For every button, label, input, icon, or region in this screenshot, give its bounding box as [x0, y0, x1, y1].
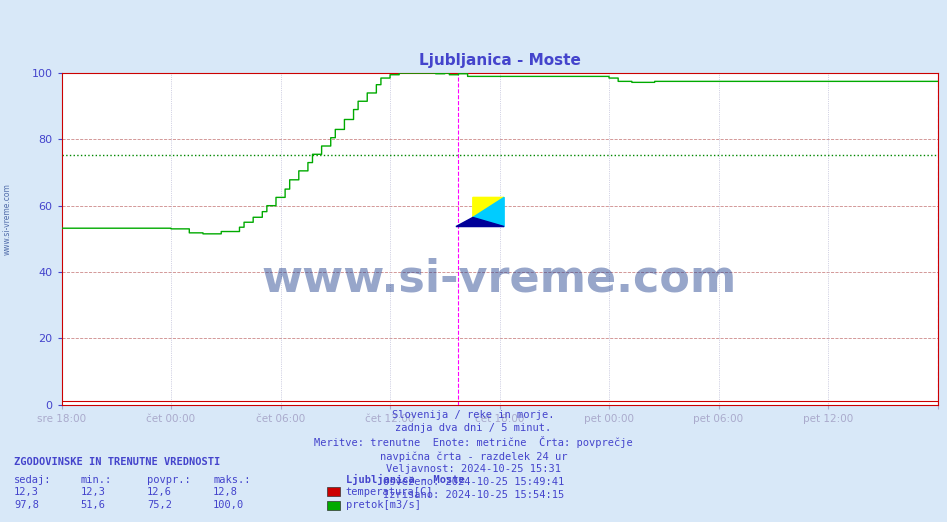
Text: pretok[m3/s]: pretok[m3/s]	[346, 501, 420, 511]
Title: Ljubljanica - Moste: Ljubljanica - Moste	[419, 53, 581, 68]
Text: povpr.:: povpr.:	[147, 475, 190, 485]
Text: 97,8: 97,8	[14, 501, 39, 511]
Polygon shape	[473, 197, 504, 218]
Polygon shape	[456, 218, 504, 227]
Text: Ljubljanica - Moste: Ljubljanica - Moste	[346, 474, 464, 485]
Text: 12,8: 12,8	[213, 487, 238, 497]
Text: maks.:: maks.:	[213, 475, 251, 485]
Text: Slovenija / reke in morje.
zadnja dva dni / 5 minut.
Meritve: trenutne  Enote: m: Slovenija / reke in morje. zadnja dva dn…	[314, 410, 633, 500]
Text: 12,3: 12,3	[80, 487, 105, 497]
Text: www.si-vreme.com: www.si-vreme.com	[262, 257, 737, 300]
Text: ZGODOVINSKE IN TRENUTNE VREDNOSTI: ZGODOVINSKE IN TRENUTNE VREDNOSTI	[14, 457, 221, 467]
Text: 100,0: 100,0	[213, 501, 244, 511]
Text: sedaj:: sedaj:	[14, 475, 52, 485]
Text: min.:: min.:	[80, 475, 112, 485]
Text: www.si-vreme.com: www.si-vreme.com	[3, 183, 12, 255]
Text: 51,6: 51,6	[80, 501, 105, 511]
Polygon shape	[473, 197, 504, 227]
Text: 12,6: 12,6	[147, 487, 171, 497]
Text: 12,3: 12,3	[14, 487, 39, 497]
Text: temperatura[C]: temperatura[C]	[346, 487, 433, 497]
Text: 75,2: 75,2	[147, 501, 171, 511]
